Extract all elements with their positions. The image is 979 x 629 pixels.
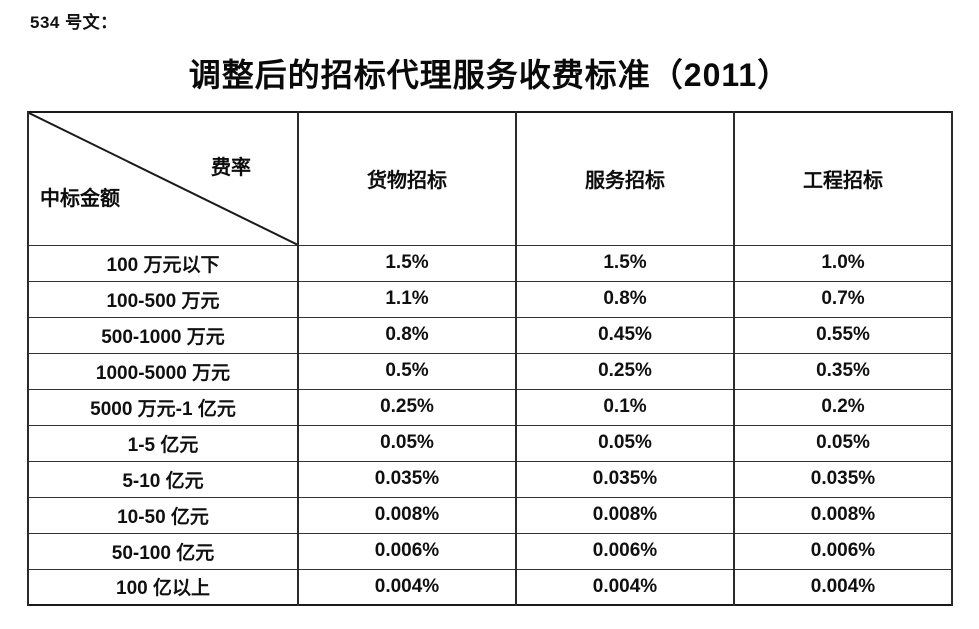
corner-header-cell: 费率 中标金额 xyxy=(27,111,299,246)
rate-cell: 0.5% xyxy=(297,352,517,390)
rate-cell: 0.25% xyxy=(515,352,735,390)
page-title: 调整后的招标代理服务收费标准（2011） xyxy=(188,57,791,93)
amount-range-cell: 10-50 亿元 xyxy=(27,496,299,534)
table-row: 1000-5000 万元 0.5% 0.25% 0.35% xyxy=(27,352,953,390)
rate-cell: 0.004% xyxy=(733,568,953,606)
rate-cell: 0.45% xyxy=(515,316,735,354)
rate-cell: 0.008% xyxy=(297,496,517,534)
amount-range-cell: 1000-5000 万元 xyxy=(27,352,299,390)
rate-cell: 0.035% xyxy=(515,460,735,498)
table-row: 500-1000 万元 0.8% 0.45% 0.55% xyxy=(27,316,953,354)
rate-cell: 1.5% xyxy=(297,244,517,282)
column-header-service: 服务招标 xyxy=(515,111,735,246)
rate-cell: 0.1% xyxy=(515,388,735,426)
column-header-goods: 货物招标 xyxy=(297,111,517,246)
rate-cell: 0.006% xyxy=(297,532,517,570)
rate-cell: 0.2% xyxy=(733,388,953,426)
rate-cell: 0.006% xyxy=(733,532,953,570)
rate-cell: 0.05% xyxy=(733,424,953,462)
rate-cell: 0.05% xyxy=(297,424,517,462)
table-row: 50-100 亿元 0.006% 0.006% 0.006% xyxy=(27,532,953,570)
table-row: 100-500 万元 1.1% 0.8% 0.7% xyxy=(27,280,953,318)
table-row: 1-5 亿元 0.05% 0.05% 0.05% xyxy=(27,424,953,462)
rate-cell: 0.8% xyxy=(515,280,735,318)
rate-cell: 0.35% xyxy=(733,352,953,390)
amount-range-cell: 100-500 万元 xyxy=(27,280,299,318)
header-row: 费率 中标金额 货物招标 服务招标 工程招标 xyxy=(27,111,953,246)
rate-cell: 0.25% xyxy=(297,388,517,426)
corner-label-rate: 费率 xyxy=(211,157,251,179)
rate-cell: 0.8% xyxy=(297,316,517,354)
amount-range-cell: 100 万元以下 xyxy=(27,244,299,282)
diagonal-line xyxy=(29,113,297,245)
amount-range-cell: 100 亿以上 xyxy=(27,568,299,606)
rate-cell: 0.7% xyxy=(733,280,953,318)
amount-range-cell: 5000 万元-1 亿元 xyxy=(27,388,299,426)
doc-ref-label: 534 号文： xyxy=(30,13,118,32)
table-row: 100 亿以上 0.004% 0.004% 0.004% xyxy=(27,568,953,606)
rate-cell: 1.1% xyxy=(297,280,517,318)
rate-cell: 0.008% xyxy=(515,496,735,534)
rate-cell: 0.55% xyxy=(733,316,953,354)
rate-cell: 0.035% xyxy=(297,460,517,498)
rate-cell: 0.05% xyxy=(515,424,735,462)
rate-cell: 0.035% xyxy=(733,460,953,498)
amount-range-cell: 500-1000 万元 xyxy=(27,316,299,354)
amount-range-cell: 1-5 亿元 xyxy=(27,424,299,462)
table-row: 5000 万元-1 亿元 0.25% 0.1% 0.2% xyxy=(27,388,953,426)
table-row: 10-50 亿元 0.008% 0.008% 0.008% xyxy=(27,496,953,534)
amount-range-cell: 5-10 亿元 xyxy=(27,460,299,498)
column-header-engineering: 工程招标 xyxy=(733,111,953,246)
rate-cell: 0.006% xyxy=(515,532,735,570)
table-row: 100 万元以下 1.5% 1.5% 1.0% xyxy=(27,244,953,282)
table-row: 5-10 亿元 0.035% 0.035% 0.035% xyxy=(27,460,953,498)
corner-label-amount: 中标金额 xyxy=(40,187,120,210)
amount-range-cell: 50-100 亿元 xyxy=(27,532,299,570)
rate-cell: 1.5% xyxy=(515,244,735,282)
rate-cell: 0.008% xyxy=(733,496,953,534)
fee-table: 费率 中标金额 货物招标 服务招标 工程招标 100 万元以下 1.5% 1.5… xyxy=(27,111,953,606)
rate-cell: 0.004% xyxy=(297,568,517,606)
rate-cell: 0.004% xyxy=(515,568,735,606)
rate-cell: 1.0% xyxy=(733,244,953,282)
